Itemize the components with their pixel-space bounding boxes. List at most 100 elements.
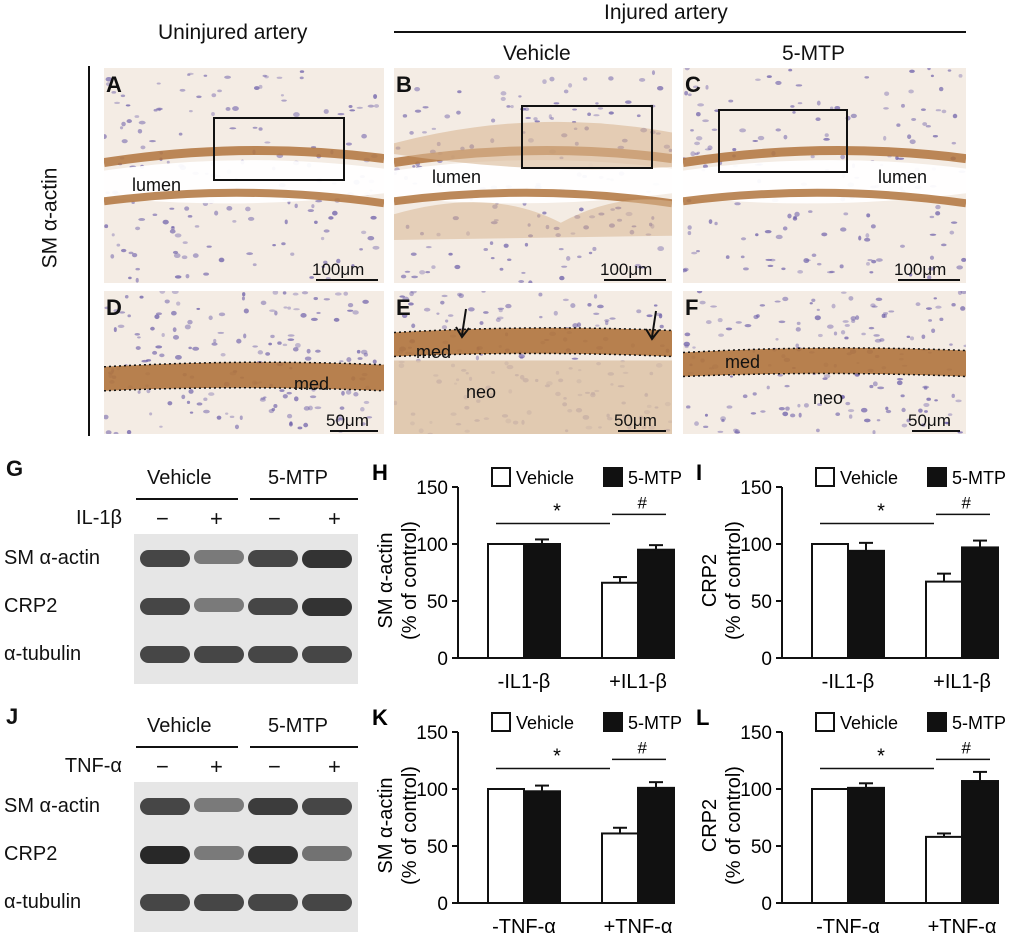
lane-sign: −	[156, 754, 169, 779]
x-tick-label: +TNF-α	[604, 916, 673, 938]
legend-label: 5-MTP	[628, 713, 682, 733]
lane-sign: −	[268, 506, 281, 531]
header-injured: Injured artery	[604, 1, 728, 24]
blot-band	[248, 550, 298, 567]
y-tick-label: 100	[416, 780, 448, 801]
y-tick-label: 0	[761, 649, 772, 670]
panel-letter-e: E	[396, 295, 411, 320]
y-tick-label: 50	[427, 837, 448, 858]
sig-hash: #	[961, 738, 971, 757]
bar-5-mtp	[523, 790, 561, 904]
legend-label: 5-MTP	[628, 468, 682, 488]
scale-bar	[618, 430, 666, 432]
micrograph-image	[683, 291, 966, 434]
bar-vehicle	[487, 788, 525, 904]
lane-sign: −	[156, 506, 169, 531]
sig-star: *	[553, 745, 561, 767]
inset-box	[213, 117, 345, 181]
legend-swatch-5mtp	[927, 467, 947, 487]
blot-group-vehicle: Vehicle	[147, 467, 212, 489]
micrograph-panel-e	[394, 291, 672, 434]
blot-band	[140, 646, 190, 663]
micrograph-image	[104, 291, 384, 434]
row-label-sm-actin: SM α-actin	[38, 167, 62, 269]
chart-svg: H SM α-actin (% of control) 0 50 100 150 -IL1-β…	[372, 460, 682, 693]
y-tick-label: 150	[416, 478, 448, 499]
panel-letter: K	[372, 705, 388, 730]
bar-5-mtp	[523, 543, 561, 659]
blot-band	[140, 846, 190, 864]
blot-band	[302, 550, 352, 568]
tissue-label-med: med	[725, 352, 761, 372]
blot-band	[248, 646, 298, 663]
sig-star: *	[877, 500, 885, 522]
y-tick-label: 50	[751, 592, 772, 613]
micrograph-panel-d	[104, 291, 384, 434]
scale-bar	[898, 279, 960, 281]
blot-row-label: CRP2	[4, 595, 58, 617]
row-divider	[88, 66, 90, 436]
lane-sign: +	[328, 506, 341, 531]
bar-5-mtp	[961, 546, 999, 659]
tissue-label-lumen: lumen	[878, 167, 928, 187]
micrograph-image	[394, 291, 672, 434]
panel-letter-j: J	[6, 704, 19, 729]
scale-bar-label: 50μm	[908, 411, 951, 430]
header-5mtp: 5-MTP	[782, 42, 845, 65]
blot-group-vehicle: Vehicle	[147, 715, 212, 737]
y-tick-label: 100	[740, 780, 772, 801]
y-tick-label: 0	[761, 894, 772, 915]
bar-5-mtp	[637, 548, 675, 659]
x-tick-label: +IL1-β	[933, 671, 991, 693]
arrow-icon	[455, 308, 470, 339]
blot-band	[302, 646, 352, 663]
blot-band	[194, 550, 244, 565]
tissue-label-neo: neo	[813, 388, 844, 408]
blot-row-label: SM α-actin	[4, 795, 101, 817]
legend-label: 5-MTP	[952, 468, 1006, 488]
y-tick-label: 150	[740, 723, 772, 744]
x-tick-label: -IL1-β	[822, 671, 875, 693]
sig-star: *	[877, 745, 885, 767]
bar-5-mtp	[847, 786, 885, 904]
bar-vehicle	[925, 835, 963, 905]
bar-vehicle	[811, 543, 849, 659]
blot-group-line	[136, 498, 238, 500]
legend-swatch-vehicle	[491, 712, 511, 732]
y-tick-label: 50	[427, 592, 448, 613]
micrograph-panel-a	[104, 68, 384, 283]
bar-vehicle	[601, 832, 639, 905]
bar-5-mtp	[847, 549, 885, 659]
scale-bar-label: 100μm	[600, 260, 653, 279]
blot-band	[248, 598, 298, 615]
header-vehicle: Vehicle	[503, 42, 571, 65]
blot-band	[302, 846, 352, 861]
chart-svg: L CRP2 (% of control) 0 50 100 150 -TNF-α +TNF-α…	[696, 705, 1006, 938]
blot-treatment-label: TNF-α	[64, 755, 122, 777]
chart-h: H SM α-actin (% of control) 0 50 100 150 -IL1-β…	[366, 460, 686, 698]
panel-letter-b: B	[396, 72, 412, 97]
micrograph-panel-c	[683, 68, 966, 283]
blot-band	[248, 894, 298, 911]
blot-band	[194, 846, 244, 861]
blot-band	[302, 798, 352, 815]
blot-row-label: α-tubulin	[4, 891, 82, 913]
chart-svg: K SM α-actin (% of control) 0 50 100 150 -TNF-α…	[372, 705, 682, 938]
x-tick-label: -TNF-α	[492, 916, 556, 938]
blot-treatment-label: IL-1β	[76, 507, 122, 529]
scale-bar	[912, 430, 960, 432]
legend-label: Vehicle	[840, 468, 898, 488]
blot-row-label: α-tubulin	[4, 643, 82, 665]
blot-row-label: SM α-actin	[4, 547, 101, 569]
blot-group-line	[136, 746, 238, 748]
panel-letter-a: A	[106, 72, 122, 97]
scale-bar-label: 50μm	[614, 411, 657, 430]
y-tick-label: 100	[416, 535, 448, 556]
y-axis-label: SM α-actin	[375, 532, 397, 628]
blot-group-5mtp: 5-MTP	[268, 467, 328, 489]
arrow-icon	[645, 310, 660, 341]
sig-star: *	[553, 500, 561, 522]
lane-sign: +	[328, 754, 341, 779]
y-axis-label: CRP2	[699, 799, 721, 852]
legend-label: Vehicle	[516, 713, 574, 733]
